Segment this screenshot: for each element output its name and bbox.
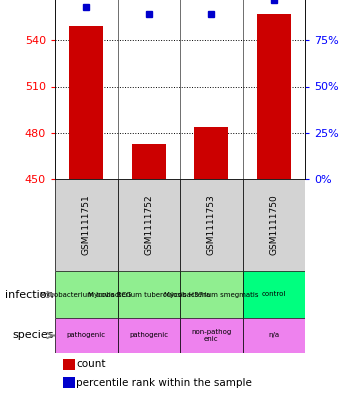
Text: GSM1111751: GSM1111751 xyxy=(82,195,91,255)
Bar xyxy=(118,318,180,353)
Text: non-pathog
enic: non-pathog enic xyxy=(191,329,231,342)
Bar xyxy=(243,179,305,271)
Bar xyxy=(55,179,118,271)
Text: n/a: n/a xyxy=(268,332,279,338)
Bar xyxy=(132,143,166,179)
Bar xyxy=(257,14,291,179)
Bar xyxy=(118,179,180,271)
Bar xyxy=(63,377,75,388)
Bar xyxy=(118,271,180,318)
Text: count: count xyxy=(77,359,106,369)
Bar xyxy=(63,358,75,370)
Bar xyxy=(180,179,243,271)
Text: infection: infection xyxy=(5,290,54,299)
Bar xyxy=(243,271,305,318)
Text: GSM1111753: GSM1111753 xyxy=(207,195,216,255)
Bar xyxy=(243,318,305,353)
Text: Mycobacterium tuberculosis H37ra: Mycobacterium tuberculosis H37ra xyxy=(88,292,210,298)
Bar xyxy=(194,127,229,179)
Text: pathogenic: pathogenic xyxy=(129,332,168,338)
Text: percentile rank within the sample: percentile rank within the sample xyxy=(77,378,252,387)
Text: species: species xyxy=(12,331,54,340)
Bar xyxy=(180,271,243,318)
Bar xyxy=(55,271,118,318)
Bar xyxy=(55,318,118,353)
Text: GSM1111752: GSM1111752 xyxy=(144,195,153,255)
Text: control: control xyxy=(261,292,286,298)
Text: GSM1111750: GSM1111750 xyxy=(269,195,278,255)
Bar xyxy=(69,26,104,179)
Bar xyxy=(180,318,243,353)
Text: Mycobacterium bovis BCG: Mycobacterium bovis BCG xyxy=(41,292,132,298)
Text: pathogenic: pathogenic xyxy=(67,332,106,338)
Text: Mycobacterium smegmatis: Mycobacterium smegmatis xyxy=(164,292,259,298)
